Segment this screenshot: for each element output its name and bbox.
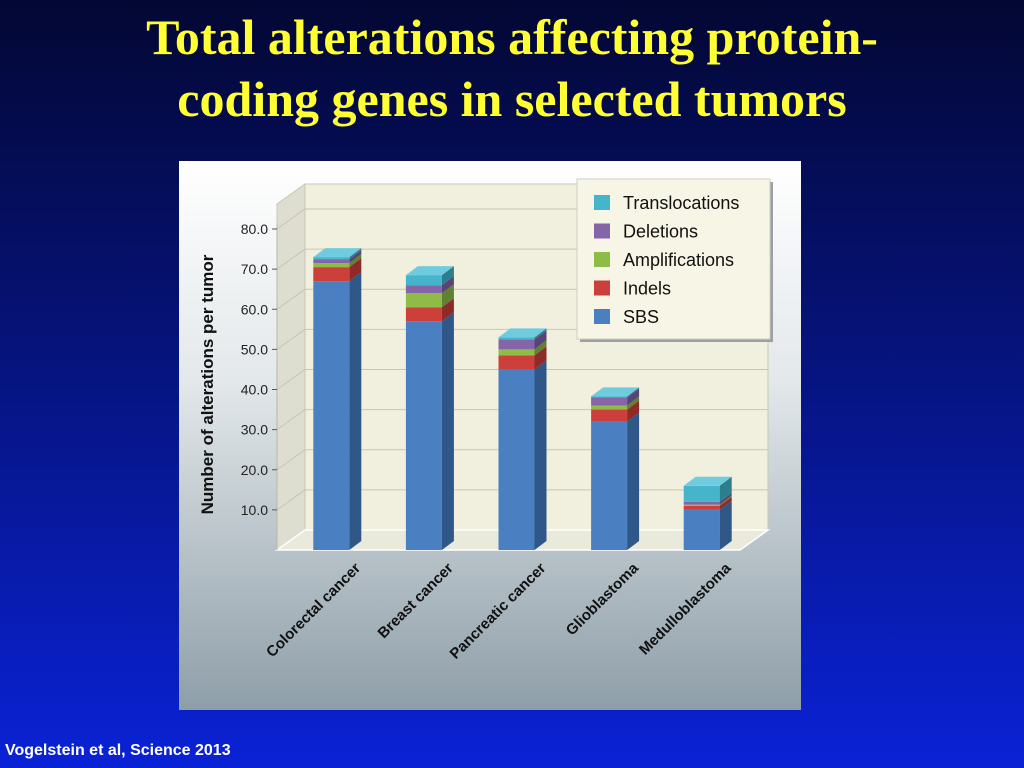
legend-label: Deletions — [623, 222, 698, 242]
bar-segment — [498, 339, 535, 350]
bar-segment-side — [349, 248, 362, 260]
bar-top — [591, 387, 640, 397]
bar-segment — [683, 509, 720, 550]
bar-segment-side — [441, 284, 454, 308]
bar-segment — [313, 281, 350, 550]
category-label: Glioblastoma — [563, 559, 643, 639]
bar-top — [683, 476, 732, 486]
slide-title-line-2: coding genes in selected tumors — [177, 71, 847, 127]
legend-label: Amplifications — [623, 250, 734, 270]
bar-stack-glioblastoma — [591, 387, 640, 550]
bar-segment — [591, 405, 628, 410]
bar-segment-side — [719, 492, 732, 505]
y-tick-label: 70.0 — [241, 261, 268, 277]
bar-segment — [405, 307, 442, 322]
bar-segment-side — [441, 298, 454, 322]
bar-segment — [498, 349, 535, 356]
bar-segment — [498, 355, 535, 370]
bar-stack-medulloblastoma — [683, 476, 732, 550]
bar-segment — [313, 263, 350, 268]
bar-segment — [405, 321, 442, 550]
legend-swatch — [594, 280, 610, 296]
bar-segment-side — [719, 495, 732, 506]
bar-segment-side — [627, 412, 640, 550]
legend-swatch — [594, 252, 610, 267]
bar-segment-side — [349, 272, 362, 550]
bar-segment-side — [719, 476, 732, 502]
category-label: Medulloblastoma — [636, 559, 735, 658]
legend-label: Translocations — [623, 193, 739, 213]
y-tick-label: 40.0 — [241, 382, 268, 398]
bar-segment-side — [627, 388, 640, 406]
bar-segment-side — [719, 500, 732, 550]
y-tick-label: 30.0 — [241, 422, 268, 438]
bar-segment — [405, 293, 442, 308]
bar-segment — [313, 267, 350, 282]
bar-top — [313, 248, 362, 258]
bar-segment — [683, 485, 720, 502]
bar-segment-side — [441, 312, 454, 550]
bar-segment-side — [349, 250, 362, 264]
bar-segment-side — [534, 340, 547, 356]
bar-segment-side — [627, 387, 640, 398]
y-tick-label: 20.0 — [241, 462, 268, 478]
bar-segment — [591, 396, 628, 398]
category-label: Colorectal cancer — [263, 560, 364, 661]
bar-segment-side — [349, 254, 362, 268]
bar-segment — [405, 285, 442, 294]
bar-segment — [498, 337, 535, 340]
bar-segment — [683, 505, 720, 510]
bar-segment-side — [534, 360, 547, 550]
y-tick-label: 50.0 — [241, 341, 268, 357]
chart-panel: 10.0 20.0 30.0 40.0 50.0 60.0 70.0 80.0 Number o… — [179, 161, 801, 710]
gridline — [276, 369, 768, 390]
legend-label: Indels — [623, 279, 671, 299]
bar-segment-side — [534, 346, 547, 370]
bar-segment-side — [719, 496, 732, 510]
y-tick-label: 10.0 — [241, 502, 268, 518]
bar-segment — [405, 275, 442, 286]
chart-side-wall — [276, 183, 306, 551]
bar-segment — [591, 409, 628, 422]
bar-segment-side — [349, 258, 362, 282]
bar-stack-pancreatic-cancer — [498, 328, 547, 550]
y-tick-label: 80.0 — [241, 221, 268, 237]
legend-swatch — [594, 195, 610, 210]
stacked-bar-chart: 10.0 20.0 30.0 40.0 50.0 60.0 70.0 80.0 Number o… — [198, 178, 773, 663]
bar-segment — [313, 259, 350, 264]
slide-title-line-1: Total alterations affecting protein- — [146, 9, 878, 65]
slide-title: Total alterations affecting protein- cod… — [0, 6, 1024, 130]
citation: Vogelstein et al, Science 2013 — [5, 742, 231, 759]
legend-swatch — [594, 309, 610, 324]
bar-stack-colorectal-cancer — [313, 248, 362, 550]
bar-stack-breast-cancer — [405, 266, 454, 550]
bar-top — [498, 328, 547, 338]
bar-segment-side — [534, 328, 547, 340]
y-axis-title: Number of alterations per tumor — [198, 254, 217, 514]
bar-segment-side — [441, 276, 454, 294]
bar-segment-side — [441, 266, 454, 286]
bar-segment-side — [534, 330, 547, 350]
bar-top — [405, 266, 454, 276]
y-tick-label: 60.0 — [241, 301, 268, 317]
category-label: Breast cancer — [375, 560, 457, 642]
bar-segment — [683, 504, 720, 506]
bar-segment — [591, 421, 628, 550]
legend-swatch — [594, 223, 610, 239]
bar-segment-side — [627, 396, 640, 410]
bar-segment-side — [627, 400, 640, 422]
bar-segment — [591, 397, 628, 406]
category-label: Pancreatic cancer — [446, 560, 549, 663]
bar-segment — [313, 257, 350, 260]
bar-segment — [683, 501, 720, 505]
bar-segment — [498, 369, 535, 550]
legend-label: SBS — [623, 307, 659, 327]
